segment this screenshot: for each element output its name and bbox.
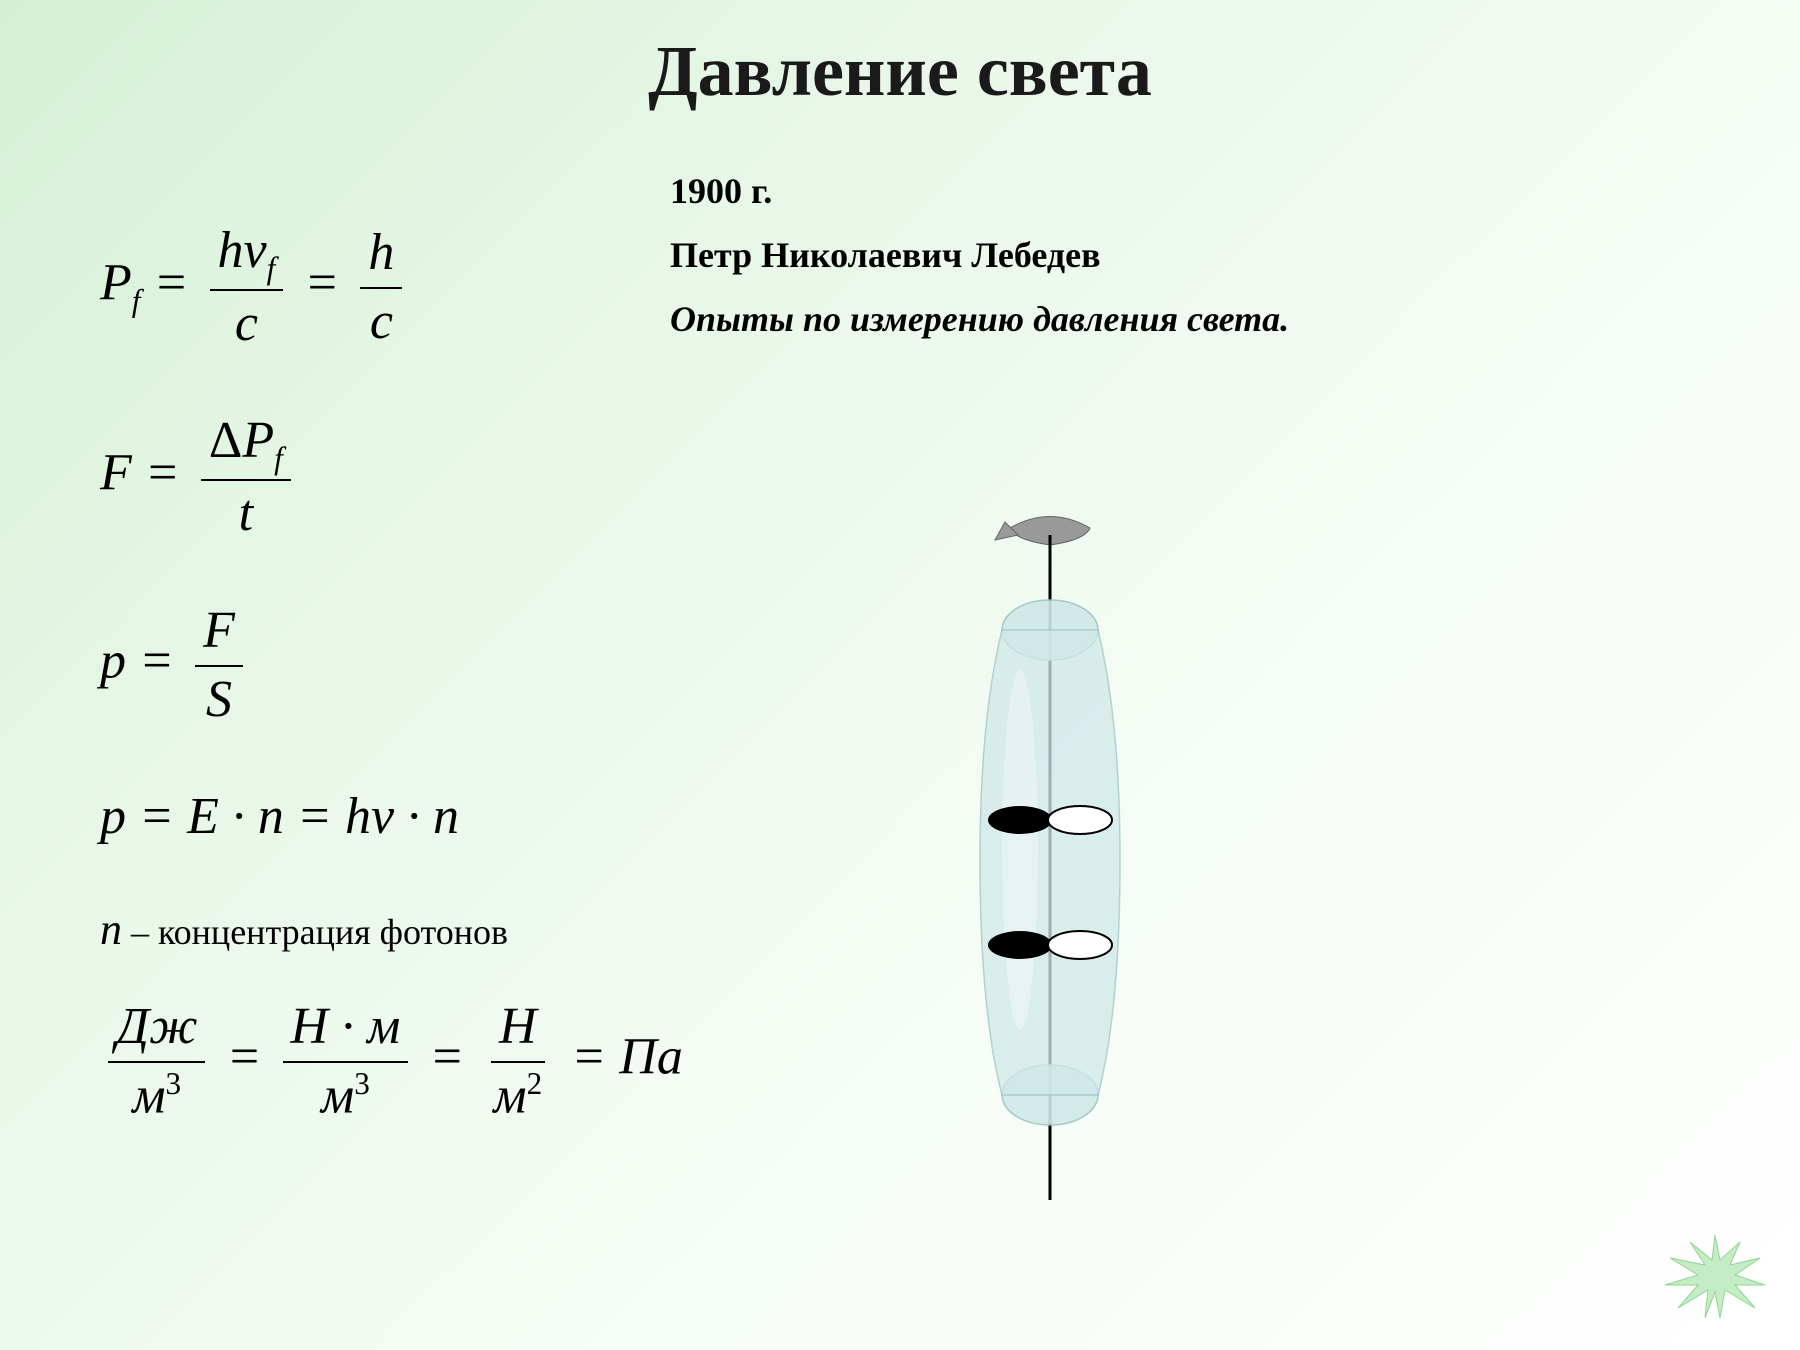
f1-num2: h — [360, 222, 402, 288]
f5-den3-sup: 2 — [527, 1066, 543, 1101]
bulb — [980, 600, 1120, 1125]
f3-num: F — [195, 600, 243, 666]
f5-den2-sup: 3 — [354, 1066, 370, 1101]
info-year: 1900 г. — [670, 170, 1289, 212]
formula-pressure: p = F S — [100, 600, 683, 731]
info-name: Петр Николаевич Лебедев — [670, 234, 1289, 276]
f3-frac: F S — [195, 600, 243, 731]
f5-den1-base: м — [132, 1067, 165, 1124]
f2-frac: ΔPf t — [201, 410, 291, 545]
f5-eq1: = — [226, 1029, 274, 1086]
f5-frac2: Н · м м3 — [283, 996, 409, 1127]
f5-den1-sup: 3 — [166, 1066, 182, 1101]
f2-num-sub: f — [274, 441, 283, 476]
page-title: Давление света — [648, 30, 1152, 113]
f5-den3-base: м — [493, 1067, 526, 1124]
f1-den2: c — [362, 289, 401, 353]
f5-den2-base: м — [321, 1067, 354, 1124]
f5-frac1: Дж м3 — [108, 996, 205, 1127]
f5-num3: Н — [491, 996, 545, 1062]
f2-lhs: F = — [100, 445, 193, 502]
f2-num-a: P — [242, 412, 274, 469]
f5-frac3: Н м2 — [485, 996, 550, 1127]
f2-den: t — [231, 481, 261, 545]
f1-lhs: P — [100, 255, 132, 312]
f5-eq2: = — [429, 1029, 477, 1086]
formulas-block: Pf = hνf c = h c F = ΔPf t p = F S p = E… — [100, 220, 683, 1183]
starburst-icon — [1660, 1230, 1770, 1325]
formula-photon-pressure: p = E · n = hv · n — [100, 786, 683, 848]
info-experiment: Опыты по измерению давления света. — [670, 298, 1289, 340]
f5-num1: Дж — [108, 996, 205, 1062]
f3-den: S — [198, 667, 240, 731]
f1-num1a: hν — [218, 222, 267, 279]
f1-eq2: = — [304, 255, 352, 312]
formula-units: Дж м3 = Н · м м3 = Н м2 = Па — [100, 996, 683, 1127]
f5-rhs: Па — [619, 1029, 683, 1086]
f1-frac2: h c — [360, 222, 402, 353]
info-block: 1900 г. Петр Николаевич Лебедев Опыты по… — [670, 170, 1289, 362]
f5-eq3: = — [571, 1029, 619, 1086]
def-var: n — [100, 905, 122, 954]
f5-num2: Н · м — [283, 996, 409, 1062]
f1-frac1: hνf c — [210, 220, 284, 355]
formula-momentum: Pf = hνf c = h c — [100, 220, 683, 355]
f1-den1: c — [227, 291, 266, 355]
f3-lhs: p = — [100, 633, 187, 690]
f1-eq: = — [140, 255, 201, 312]
radiometer-diagram — [900, 500, 1200, 1225]
f1-num1b: f — [267, 250, 276, 285]
def-text: – концентрация фотонов — [122, 912, 508, 952]
definition-n: n – концентрация фотонов — [100, 904, 683, 957]
formula-force: F = ΔPf t — [100, 410, 683, 545]
rotation-arrow-icon — [995, 517, 1090, 546]
